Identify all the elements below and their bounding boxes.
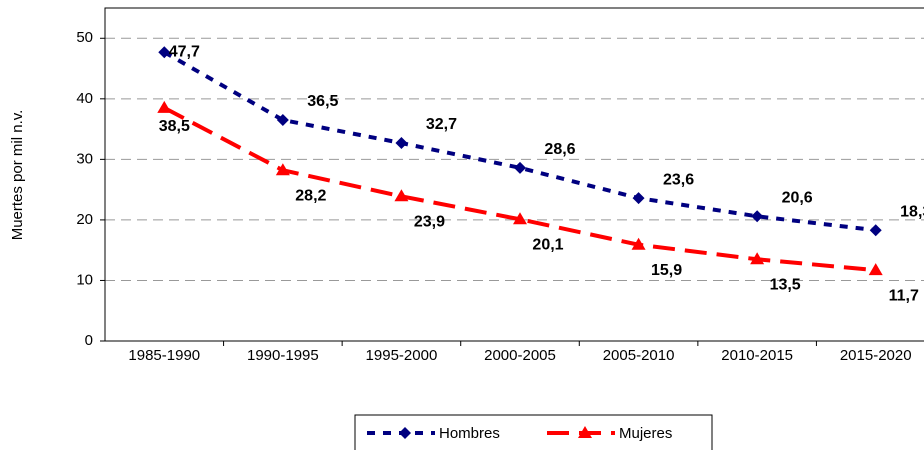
point	[632, 192, 645, 205]
legend-box	[354, 414, 713, 450]
y-tick-label: 20	[76, 211, 93, 228]
point	[750, 252, 765, 265]
data-label: 36,5	[307, 93, 338, 110]
point	[868, 263, 883, 276]
point	[399, 427, 411, 439]
data-label: 38,5	[159, 118, 190, 135]
data-label: 28,2	[295, 187, 326, 204]
data-label: 13,5	[770, 276, 801, 293]
data-label: 20,1	[532, 237, 563, 254]
x-tick-label: 1990-1995	[247, 347, 319, 364]
point	[631, 237, 646, 250]
y-tick-label: 50	[76, 29, 93, 46]
point	[395, 137, 408, 150]
x-tick-label: 2000-2005	[484, 347, 556, 364]
series-line	[163, 106, 876, 273]
point	[158, 46, 171, 59]
point	[394, 189, 409, 202]
point	[276, 114, 289, 127]
y-tick-label: 30	[76, 150, 93, 167]
point	[157, 100, 172, 113]
x-tick-label: 1985-1990	[128, 347, 200, 364]
y-tick-label: 10	[76, 271, 93, 288]
legend-label: Hombres	[439, 425, 500, 442]
point	[513, 212, 527, 225]
data-label: 23,6	[663, 171, 694, 188]
y-axis-title: Muertes por mil n.v.	[9, 110, 26, 241]
x-tick-label: 2015-2020	[840, 347, 912, 364]
point	[275, 163, 290, 176]
point	[514, 161, 526, 174]
y-tick-label: 40	[76, 90, 93, 107]
data-label: 18,3	[900, 203, 924, 220]
plot-area	[104, 7, 924, 342]
data-label: 28,6	[544, 141, 575, 158]
data-label: 11,7	[889, 287, 919, 304]
data-label: 47,7	[169, 43, 200, 60]
x-tick-label: 2005-2010	[603, 347, 675, 364]
point	[869, 224, 882, 237]
data-label: 15,9	[651, 262, 682, 279]
data-label: 23,9	[414, 214, 445, 231]
point	[751, 210, 764, 223]
x-tick-label: 1995-2000	[366, 347, 438, 364]
legend-label: Mujeres	[619, 425, 672, 442]
point	[578, 426, 592, 438]
x-tick-label: 2010-2015	[721, 347, 793, 364]
y-tick-label: 0	[85, 332, 93, 349]
data-label: 32,7	[426, 116, 457, 133]
data-label: 20,6	[782, 189, 813, 206]
series-line	[163, 50, 876, 233]
